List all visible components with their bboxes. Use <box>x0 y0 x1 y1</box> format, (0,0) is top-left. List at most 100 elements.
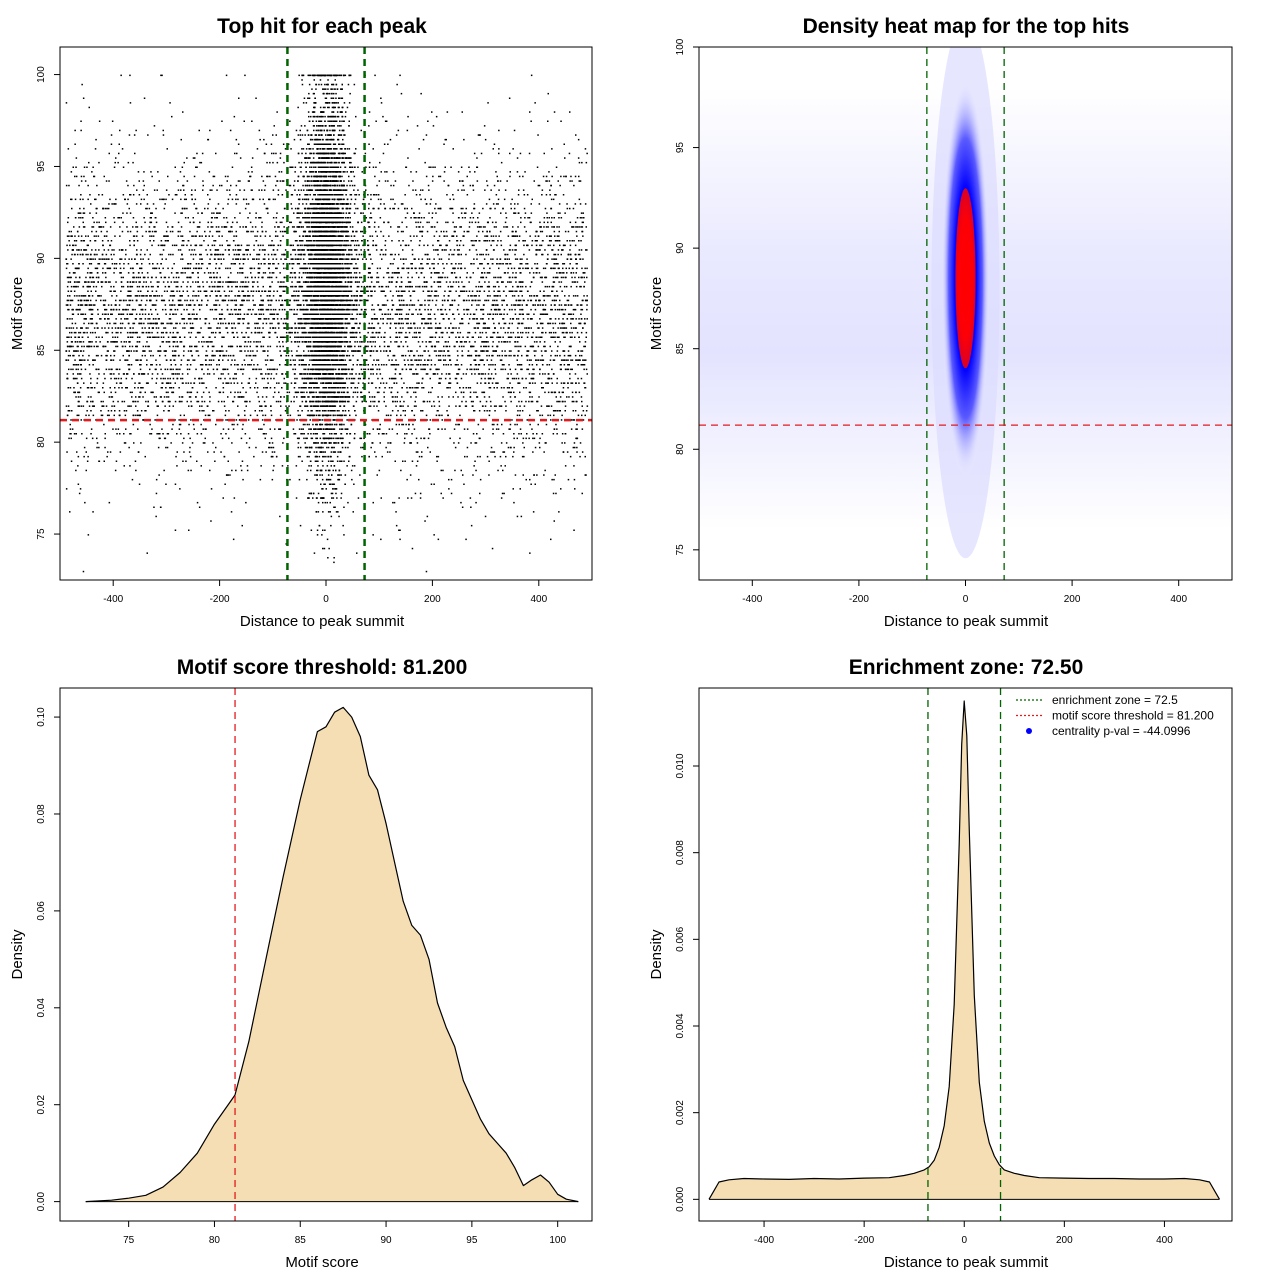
data-point <box>200 327 202 329</box>
data-point <box>368 125 370 127</box>
data-point <box>519 410 521 412</box>
data-point <box>550 240 552 242</box>
data-point <box>542 267 545 270</box>
data-point <box>579 341 581 343</box>
data-point <box>552 327 555 329</box>
data-point <box>349 290 352 292</box>
data-point <box>362 382 364 384</box>
data-point <box>297 331 299 334</box>
data-point <box>139 414 141 417</box>
data-point <box>77 396 80 398</box>
data-point <box>379 345 381 348</box>
data-point <box>537 134 539 136</box>
data-point <box>219 391 222 394</box>
data-point <box>427 313 430 315</box>
data-point <box>183 437 185 440</box>
data-point <box>578 226 580 228</box>
data-point <box>368 207 370 210</box>
data-point <box>289 331 292 334</box>
data-point <box>204 428 206 430</box>
data-point <box>564 304 566 306</box>
data-point <box>172 253 174 256</box>
data-point <box>115 460 118 462</box>
data-point <box>263 189 266 191</box>
data-point <box>247 341 250 343</box>
data-point <box>228 410 230 412</box>
data-point <box>76 451 78 453</box>
data-point <box>413 235 415 237</box>
data-point <box>265 451 267 453</box>
data-point <box>180 258 182 260</box>
data-point <box>156 373 159 375</box>
data-point <box>586 152 588 155</box>
data-point <box>393 377 396 380</box>
data-point <box>422 226 424 228</box>
data-point <box>175 345 177 348</box>
data-point <box>399 405 401 407</box>
data-point <box>514 341 516 343</box>
data-point <box>104 263 107 265</box>
data-point <box>449 290 452 292</box>
data-point <box>85 249 88 251</box>
data-point <box>283 396 285 398</box>
data-point <box>169 308 172 311</box>
data-point <box>117 428 120 430</box>
data-point <box>137 290 139 292</box>
data-point <box>245 198 248 201</box>
data-point <box>448 290 451 292</box>
data-point <box>428 189 430 191</box>
data-point <box>321 396 323 398</box>
data-point <box>437 308 439 311</box>
data-point <box>248 180 250 182</box>
data-point <box>77 299 80 302</box>
data-point <box>181 244 183 247</box>
data-point <box>270 437 273 440</box>
data-point <box>439 308 442 311</box>
data-point <box>543 290 545 292</box>
data-point <box>261 451 264 453</box>
data-point <box>370 198 372 201</box>
data-point <box>525 387 527 389</box>
data-point <box>391 410 394 412</box>
data-point <box>582 272 585 274</box>
data-point <box>221 336 223 338</box>
data-point <box>77 405 79 407</box>
data-point <box>264 235 267 237</box>
data-point <box>85 414 87 417</box>
data-point <box>289 221 291 224</box>
data-point <box>474 331 477 334</box>
data-point <box>376 368 378 371</box>
data-point <box>98 295 100 297</box>
data-point <box>181 318 183 320</box>
data-point <box>484 189 486 191</box>
data-point <box>194 198 197 201</box>
data-point <box>421 235 423 237</box>
data-point <box>559 212 561 214</box>
data-point <box>271 442 274 444</box>
data-point <box>181 373 184 375</box>
data-point <box>367 345 369 348</box>
data-point <box>496 263 498 265</box>
data-point <box>279 414 282 417</box>
data-point <box>83 240 85 242</box>
data-point <box>484 327 487 329</box>
data-point <box>437 359 440 361</box>
data-point <box>85 276 87 279</box>
data-point <box>552 267 555 270</box>
data-point <box>95 198 97 201</box>
data-point <box>78 331 80 334</box>
data-point <box>498 235 500 237</box>
data-point <box>480 226 482 228</box>
data-point <box>378 331 380 334</box>
data-point <box>490 373 493 375</box>
data-point <box>252 308 254 311</box>
data-point <box>558 226 560 228</box>
data-point <box>511 295 514 297</box>
data-point <box>397 364 400 366</box>
data-point <box>562 331 565 334</box>
data-point <box>513 212 515 214</box>
data-point <box>202 184 204 187</box>
data-point <box>479 263 481 265</box>
data-point <box>297 354 300 357</box>
data-point <box>562 267 564 270</box>
